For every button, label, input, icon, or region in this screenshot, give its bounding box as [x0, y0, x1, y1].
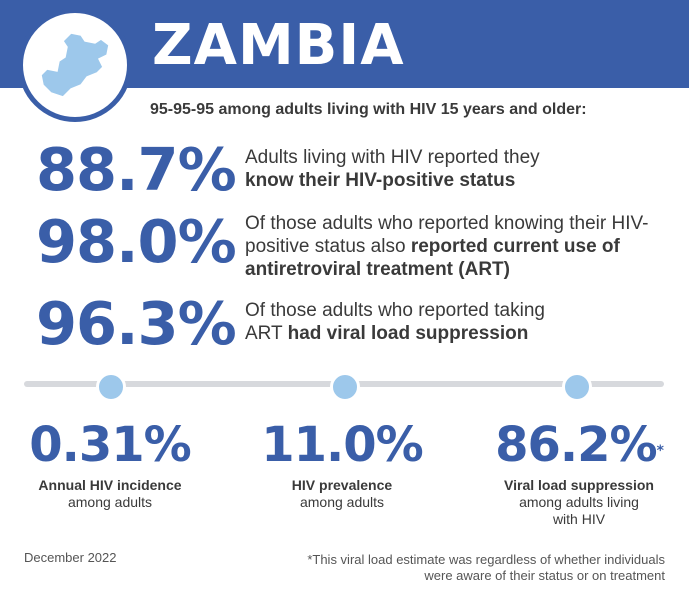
- divider-dot: [562, 372, 592, 402]
- stat-value: 96.3%: [36, 289, 237, 358]
- kpi-value: 0.31%: [29, 417, 192, 473]
- divider-dot: [330, 372, 360, 402]
- kpi-label: Annual HIV incidence among adults: [38, 477, 182, 510]
- footnote-marker: *: [656, 443, 664, 459]
- date-label: December 2022: [24, 550, 117, 565]
- stat-description: Of those adults who reported taking ART …: [245, 300, 545, 344]
- stat-value: 98.0%: [36, 207, 237, 276]
- kpi-label: HIV prevalence among adults: [291, 477, 393, 510]
- stat-description: Adults living with HIV reported they kno…: [245, 147, 540, 191]
- footnote: *This viral load estimate was regardless…: [307, 552, 665, 583]
- kpi-label: Viral load suppression among adults livin…: [504, 477, 654, 527]
- zambia-map-icon: [40, 32, 110, 98]
- map-badge: [18, 8, 132, 122]
- stat-description: Of those adults who reported knowing the…: [245, 213, 649, 280]
- subtitle: 95-95-95 among adults living with HIV 15…: [150, 101, 587, 118]
- divider-dot: [96, 372, 126, 402]
- kpi-value: 86.2%*: [495, 417, 664, 473]
- country-title: ZAMBIA: [152, 13, 405, 78]
- stat-value: 88.7%: [36, 135, 237, 204]
- kpi-value: 11.0%: [261, 417, 424, 473]
